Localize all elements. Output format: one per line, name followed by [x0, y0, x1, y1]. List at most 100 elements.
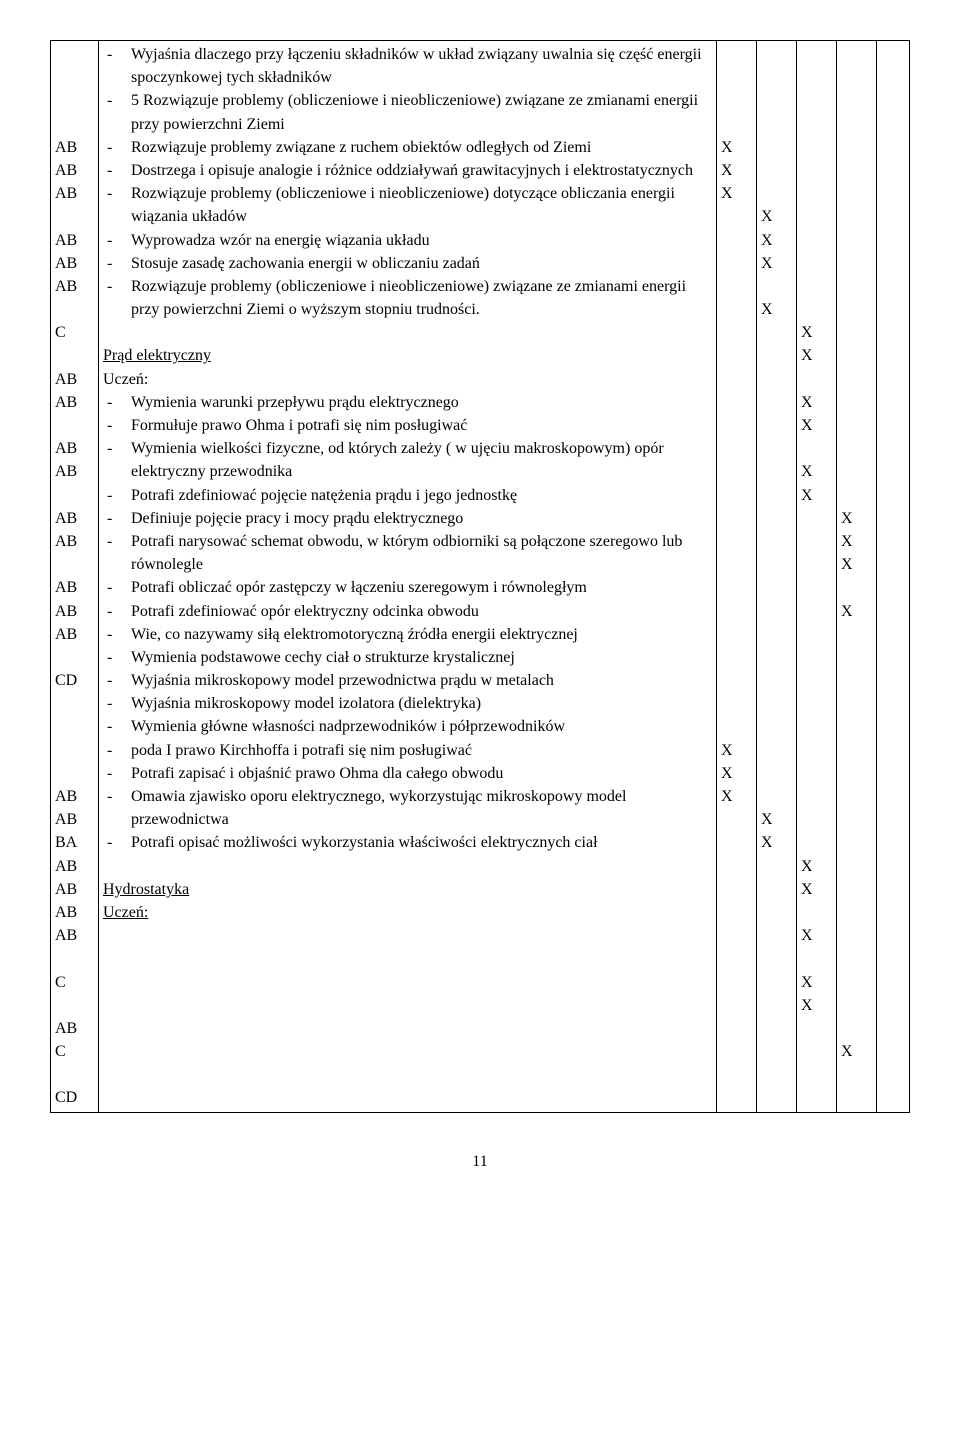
x-mark [841, 715, 872, 738]
x-mark: X [761, 808, 792, 831]
x-mark: X [721, 762, 752, 785]
skill-item: Rozwiązuje problemy związane z ruchem ob… [127, 136, 712, 159]
x-mark: X [721, 739, 752, 762]
x-mark [841, 321, 872, 344]
x-mark [801, 600, 832, 623]
x-mark [721, 692, 752, 715]
x-mark [801, 692, 832, 715]
code-label: AB [55, 924, 94, 947]
x-mark [801, 252, 832, 275]
x-mark [841, 298, 872, 321]
x-mark [721, 924, 752, 947]
code-label: AB [55, 182, 94, 205]
x-mark [721, 994, 752, 1017]
x-mark [801, 1017, 832, 1040]
x-mark: X [801, 460, 832, 483]
x-mark [801, 275, 832, 298]
x-mark [841, 205, 872, 228]
x-column-3: XX XX XX XX X XX [797, 41, 837, 1113]
x-mark [841, 785, 872, 808]
code-label: AB [55, 460, 94, 483]
x-mark [801, 785, 832, 808]
x-mark [761, 275, 792, 298]
x-mark [761, 437, 792, 460]
code-label: CD [55, 1086, 94, 1109]
x-mark [801, 89, 832, 112]
x-mark [721, 368, 752, 391]
x-mark [841, 576, 872, 599]
x-mark [761, 460, 792, 483]
x-mark [801, 947, 832, 970]
x-mark [801, 576, 832, 599]
x-mark [761, 507, 792, 530]
x-mark [801, 831, 832, 854]
code-label: AB [55, 275, 94, 298]
x-mark [841, 924, 872, 947]
x-mark [721, 113, 752, 136]
skill-item: poda I prawo Kirchhoffa i potrafi się ni… [127, 739, 712, 762]
code-label: AB [55, 576, 94, 599]
x-mark [721, 715, 752, 738]
x-mark: X [761, 229, 792, 252]
skill-item: Potrafi zdefiniować pojęcie natężenia pr… [127, 484, 712, 507]
code-column: AB AB AB AB AB AB C AB AB AB AB AB AB [55, 43, 94, 1110]
x-mark [841, 159, 872, 182]
x-mark [801, 530, 832, 553]
section-title: Prąd elektryczny [103, 344, 712, 367]
x-mark [841, 692, 872, 715]
x-mark: X [721, 136, 752, 159]
table-row: AB AB AB AB AB AB C AB AB AB AB AB AB [51, 41, 910, 1113]
x-mark [761, 136, 792, 159]
x-mark [761, 530, 792, 553]
code-label: AB [55, 437, 94, 460]
x-mark: X [761, 252, 792, 275]
x-mark: X [841, 553, 872, 576]
skill-item: Rozwiązuje problemy (obliczeniowe i nieo… [127, 182, 712, 228]
code-label: AB [55, 530, 94, 553]
x-mark [841, 460, 872, 483]
x-mark [841, 878, 872, 901]
x-mark [801, 229, 832, 252]
x-mark [721, 878, 752, 901]
skill-item: Wymienia główne własności nadprzewodnikó… [127, 715, 712, 738]
x-mark [801, 437, 832, 460]
skill-item: Wyjaśnia dlaczego przy łączeniu składnik… [127, 43, 712, 89]
x-mark [721, 89, 752, 112]
x-mark [721, 623, 752, 646]
section-subtitle: Uczeń: [103, 901, 712, 924]
x-mark [841, 623, 872, 646]
x-mark [721, 414, 752, 437]
code-label: AB [55, 808, 94, 831]
x-mark [761, 739, 792, 762]
x-mark [721, 321, 752, 344]
code-label: AB [55, 901, 94, 924]
x-mark [801, 136, 832, 159]
x-mark [761, 344, 792, 367]
x-mark [721, 971, 752, 994]
x-mark: X [721, 785, 752, 808]
x-mark [761, 994, 792, 1017]
code-label: AB [55, 507, 94, 530]
skill-item: Wymienia podstawowe cechy ciał o struktu… [127, 646, 712, 669]
code-label: AB [55, 878, 94, 901]
x-mark [801, 646, 832, 669]
x-mark [841, 1017, 872, 1040]
x-mark [721, 275, 752, 298]
x-mark [841, 669, 872, 692]
x-mark [841, 762, 872, 785]
skill-item: 5 Rozwiązuje problemy (obliczeniowe i ni… [127, 89, 712, 135]
x-mark [721, 298, 752, 321]
x-mark [801, 901, 832, 924]
skill-item: Potrafi opisać możliwości wykorzystania … [127, 831, 712, 854]
x-mark [761, 762, 792, 785]
x-mark [721, 1017, 752, 1040]
skill-item: Wyjaśnia mikroskopowy model izolatora (d… [127, 692, 712, 715]
code-label: AB [55, 229, 94, 252]
x-mark [841, 89, 872, 112]
x-mark: X [801, 414, 832, 437]
x-mark: X [801, 878, 832, 901]
x-mark [761, 1017, 792, 1040]
x-mark [761, 600, 792, 623]
x-mark [721, 600, 752, 623]
x-mark [761, 368, 792, 391]
